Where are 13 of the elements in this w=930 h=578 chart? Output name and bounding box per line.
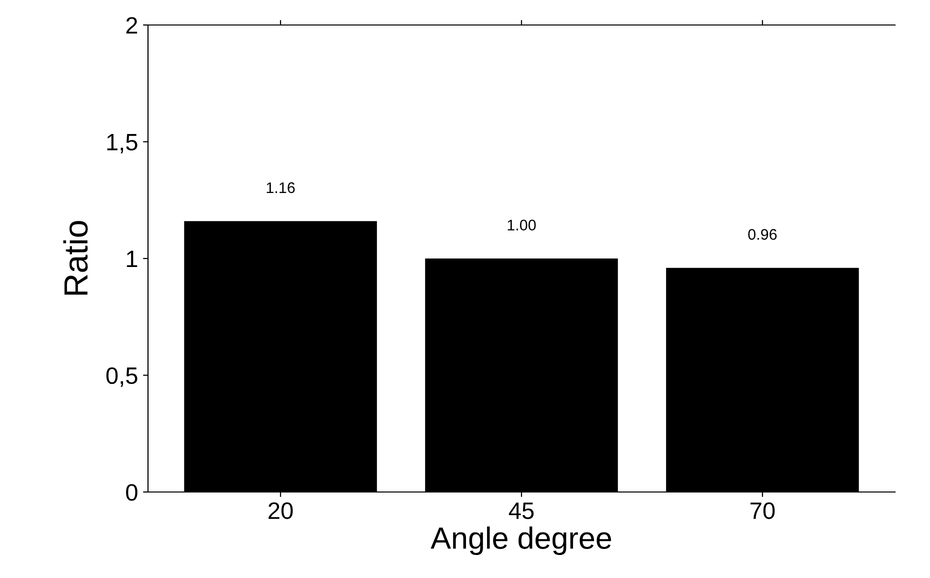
x-axis-title: Angle degree [430,526,612,555]
text: 0.96 [748,229,777,240]
y-tick-label: 1 [126,250,138,268]
text: 1.00 [508,220,536,230]
text: 1.16 [266,182,295,194]
y-tick-label: 0 [126,484,138,501]
y-tick-label: 0,5 [106,367,138,387]
x-tick-label: 70 [750,502,775,520]
y-tick-label: 1,5 [107,134,138,154]
y-axis-title: Ratio [63,220,88,295]
x-tick-label: 20 [268,502,293,520]
x-tick-label: 45 [508,502,534,520]
y-tick-label: 2 [126,17,138,34]
